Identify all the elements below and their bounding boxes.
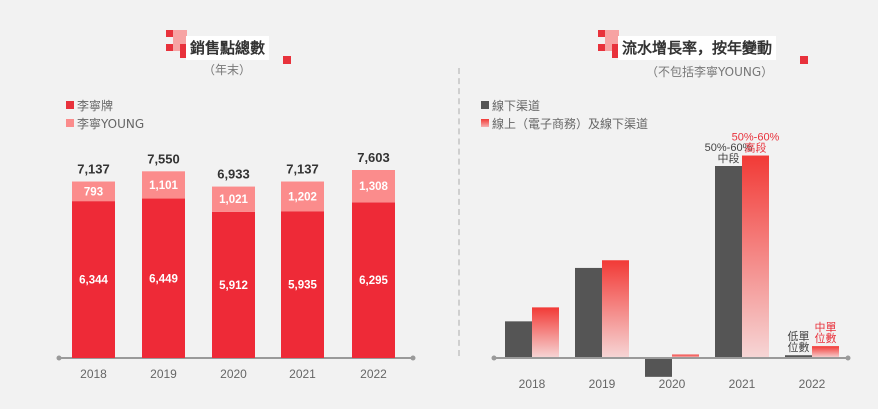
legend-swatch-offline	[481, 101, 489, 109]
title-decoration	[598, 30, 620, 58]
sales-points-chart: 6,344 793 7,137 2018 6,449 1,101 7,550 2019 5,91…	[56, 150, 416, 381]
chart-divider	[458, 68, 460, 356]
bar-li-ning	[142, 198, 185, 358]
legend-swatch-online-offline	[481, 119, 489, 127]
bar-annotation: 位數	[788, 340, 810, 354]
x-tick-label: 2020	[220, 367, 247, 381]
bar-offline	[575, 267, 602, 358]
legend-item: 線下渠道	[481, 96, 648, 114]
bar-li-ning-young	[142, 171, 185, 199]
right-chart-subtitle: （不包括李寧YOUNG）	[646, 65, 774, 79]
bar-online-offline	[532, 307, 559, 358]
bar-li-ning-young	[352, 170, 395, 203]
data-label: 6,295	[359, 275, 388, 287]
bar-online-offline	[672, 354, 699, 358]
total-label: 7,550	[147, 151, 180, 166]
legend-item: 線上（電子商務）及線下渠道	[481, 114, 648, 132]
total-label: 7,603	[357, 150, 390, 165]
title-decoration	[166, 30, 188, 58]
x-tick-label: 2020	[659, 377, 686, 391]
total-label: 7,137	[77, 162, 110, 177]
legend-swatch-li-ning-young	[66, 119, 74, 127]
data-label: 1,021	[219, 194, 248, 206]
legend-label: 線上（電子商務）及線下渠道	[492, 116, 649, 131]
x-tick-label: 2019	[589, 377, 616, 391]
data-label: 6,344	[79, 275, 108, 287]
bar-annotation: 50%-60%	[705, 142, 753, 154]
bar-li-ning-young	[72, 181, 115, 202]
data-label: 1,101	[149, 180, 178, 192]
x-tick-label: 2019	[150, 367, 177, 381]
bar-li-ning-young	[212, 186, 255, 212]
left-chart-title: 銷售點總數	[186, 36, 270, 60]
data-label: 5,912	[219, 280, 248, 292]
data-label: 793	[84, 186, 103, 198]
data-label: 1,202	[288, 191, 317, 203]
bar-offline	[505, 321, 532, 358]
total-label: 7,137	[286, 162, 319, 177]
growth-rate-chart: 2018 2019 2020 2021 202250%-60%中段50%-60%高段低單…	[491, 132, 851, 391]
x-tick-label: 2022	[360, 367, 387, 381]
data-label: 6,449	[149, 273, 178, 285]
bar-online-offline	[812, 346, 839, 358]
bar-li-ning	[212, 211, 255, 358]
legend-swatch-li-ning	[66, 101, 74, 109]
bar-online-offline	[742, 155, 769, 358]
axis-end-dot	[491, 355, 497, 361]
data-label: 1,308	[359, 181, 388, 193]
x-tick-label: 2021	[289, 367, 316, 381]
axis-end-dot	[410, 355, 416, 361]
left-chart-subtitle: （年末）	[203, 63, 252, 77]
x-tick-label: 2022	[799, 377, 826, 391]
bar-li-ning	[72, 201, 115, 358]
legend-label: 李寧YOUNG	[77, 116, 145, 131]
right-chart-title: 流水增長率，按年變動	[618, 36, 777, 60]
bar-online-offline	[602, 260, 629, 358]
title-accent-square	[800, 56, 808, 64]
bar-annotation: 中段	[718, 151, 740, 165]
bar-annotation: 50%-60%	[732, 132, 780, 144]
bar-li-ning	[281, 211, 324, 358]
data-label: 5,935	[288, 280, 317, 292]
legend-label: 線下渠道	[492, 98, 541, 113]
bar-annotation: 位數	[815, 331, 837, 345]
bar-annotation: 高段	[745, 141, 767, 155]
bar-offline	[785, 355, 812, 358]
total-label: 6,933	[217, 167, 250, 182]
bar-li-ning	[352, 202, 395, 358]
x-tick-label: 2018	[519, 377, 546, 391]
axis-end-dot	[56, 355, 62, 361]
legend-item: 李寧YOUNG	[66, 114, 144, 132]
bar-annotation: 低單	[788, 330, 810, 343]
left-legend: 李寧牌 李寧YOUNG	[66, 96, 144, 132]
legend-label: 李寧牌	[77, 98, 114, 113]
right-legend: 線下渠道 線上（電子商務）及線下渠道	[481, 96, 648, 132]
bar-annotation: 中單	[815, 321, 837, 334]
x-tick-label: 2021	[729, 377, 756, 391]
x-tick-label: 2018	[80, 367, 107, 381]
title-accent-square	[283, 56, 291, 64]
bar-offline	[645, 358, 672, 377]
legend-item: 李寧牌	[66, 96, 144, 114]
bar-li-ning-young	[281, 181, 324, 212]
axis-end-dot	[845, 355, 851, 361]
bar-offline	[715, 166, 742, 358]
